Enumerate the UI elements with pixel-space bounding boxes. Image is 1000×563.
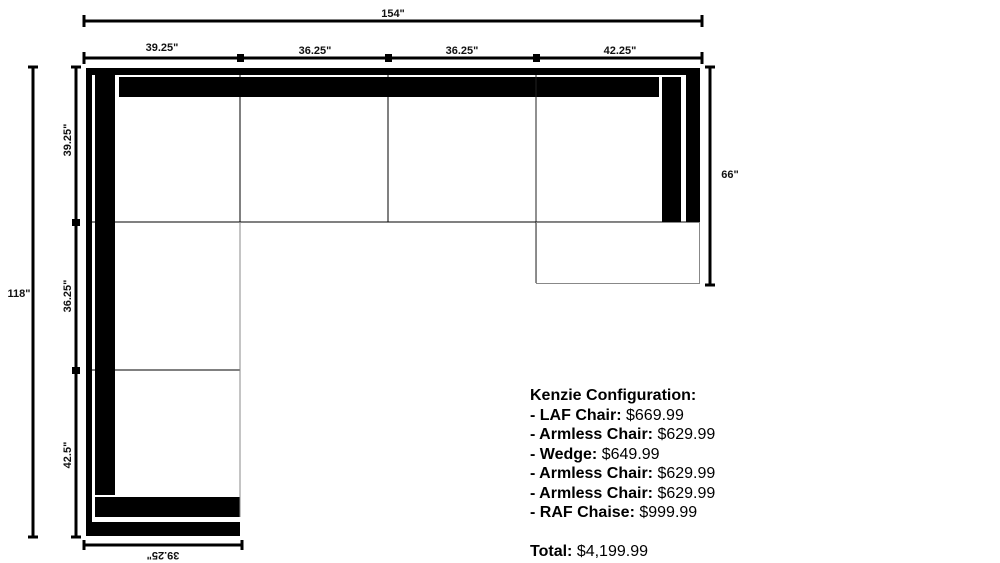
config-total: Total: $4,199.99 bbox=[530, 543, 648, 560]
config-item: - RAF Chaise: $999.99 bbox=[530, 504, 698, 521]
bottom-back bbox=[95, 497, 240, 517]
segment-depth-label: 39.25" bbox=[62, 124, 74, 157]
sectional-outline bbox=[86, 68, 700, 536]
total-depth-dimension: 118" bbox=[8, 65, 38, 539]
segment-depth-label: 42.5" bbox=[62, 442, 74, 469]
right-depth-label: 66" bbox=[721, 169, 738, 181]
bottom-width-dimension: 39.25" bbox=[82, 540, 244, 561]
configuration-panel: Kenzie Configuration: - LAF Chair: $669.… bbox=[530, 386, 715, 562]
segment-depth-label: 36.25" bbox=[62, 280, 74, 313]
config-item: - Armless Chair: $629.99 bbox=[530, 484, 716, 502]
segment-width-dimension: 39.25" 36.25" 36.25" 42.25" bbox=[82, 42, 704, 64]
segment-width-label: 42.25" bbox=[604, 45, 637, 57]
config-item: - Armless Chair: $629.99 bbox=[530, 465, 716, 482]
total-depth-label: 118" bbox=[8, 288, 31, 300]
left-arm bbox=[95, 75, 115, 495]
config-item: - LAF Chair: $669.99 bbox=[530, 406, 684, 424]
config-item: - Wedge: $649.99 bbox=[530, 445, 660, 463]
config-item: - Armless Chair: $629.99 bbox=[530, 426, 716, 443]
top-back bbox=[119, 77, 659, 97]
total-width-label: 154" bbox=[381, 8, 405, 20]
configuration-title: Kenzie Configuration: bbox=[530, 387, 697, 404]
right-arm bbox=[662, 77, 681, 222]
segment-width-label: 39.25" bbox=[146, 42, 179, 54]
chaise-extension bbox=[536, 222, 700, 284]
right-depth-dimension: 66" bbox=[705, 65, 739, 287]
segment-width-label: 36.25" bbox=[299, 45, 332, 57]
segment-depth-dimension: 39.25" 36.25" 42.5" bbox=[62, 65, 81, 539]
segment-width-label: 36.25" bbox=[446, 45, 479, 57]
total-width-dimension: 154" bbox=[82, 8, 704, 27]
bottom-width-label: 39.25" bbox=[147, 549, 180, 561]
